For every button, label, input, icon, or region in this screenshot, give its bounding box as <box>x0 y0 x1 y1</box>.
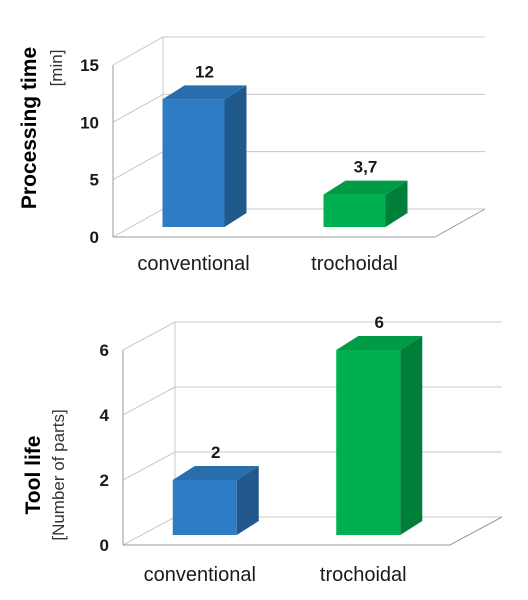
bar-side <box>236 466 259 535</box>
tool-life-chart: 0 2 4 6 2 conventional 6 trochoidal Tool life [Nu… <box>22 313 503 586</box>
bar-conventional <box>172 466 259 535</box>
y-tick-label: 2 <box>100 471 109 490</box>
category-label-conventional: conventional <box>144 564 256 586</box>
data-label-conventional: 2 <box>211 443 220 462</box>
bar-top <box>162 85 247 100</box>
y-tick-label: 4 <box>100 406 110 425</box>
y-tick-labels: 0 5 10 15 <box>80 56 99 247</box>
y-tick-label: 10 <box>80 113 99 132</box>
bar-side <box>385 180 408 227</box>
bar-conventional <box>162 85 247 228</box>
bar-front <box>323 194 386 227</box>
bar-front <box>172 480 237 535</box>
y-axis-title: Tool life <box>22 436 45 515</box>
y-axis-unit: [Number of parts] <box>49 409 68 540</box>
bar-side <box>400 336 423 535</box>
bar-trochoidal <box>323 180 408 227</box>
y-tick-label: 15 <box>80 56 99 75</box>
y-tick-label: 6 <box>100 341 109 360</box>
gridline <box>122 321 502 351</box>
bar-top <box>323 180 408 195</box>
y-axis-unit: [min] <box>47 50 66 87</box>
gridline <box>122 386 502 416</box>
y-tick-label: 5 <box>90 171 99 190</box>
bar-top <box>336 336 423 350</box>
y-axis-title: Processing time <box>18 47 41 209</box>
bar-front <box>162 99 225 227</box>
y-tick-label: 0 <box>90 228 99 247</box>
floor-edge <box>123 516 503 546</box>
data-label-conventional: 12 <box>195 62 214 81</box>
floor-edge <box>113 208 486 238</box>
bar-side <box>224 85 247 228</box>
bar-front <box>336 350 401 535</box>
y-tick-label: 0 <box>100 536 109 555</box>
bar-trochoidal <box>336 336 423 535</box>
data-label-trochoidal: 3,7 <box>354 158 378 177</box>
data-label-trochoidal: 6 <box>375 313 384 332</box>
category-label-conventional: conventional <box>137 253 249 275</box>
gridline <box>112 36 485 66</box>
bar-top <box>172 466 259 480</box>
category-label-trochoidal: trochoidal <box>320 564 407 586</box>
category-label-trochoidal: trochoidal <box>311 253 398 275</box>
y-tick-labels: 0 2 4 6 <box>100 341 110 555</box>
processing-time-chart: 0 5 10 15 12 conventional 3,7 trochoidal Process… <box>18 36 486 275</box>
